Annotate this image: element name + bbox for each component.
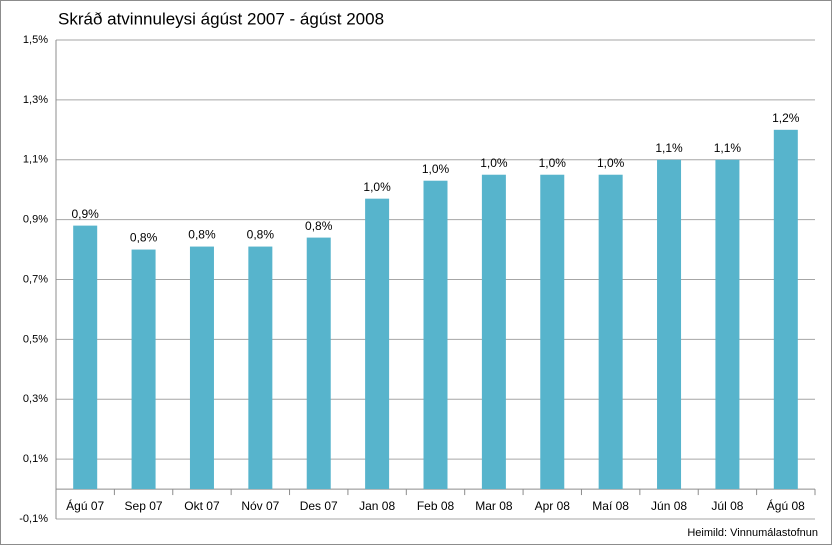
- data-label: 1,0%: [480, 156, 508, 170]
- data-label: 0,9%: [72, 207, 100, 221]
- y-tick-label: 0,3%: [23, 393, 48, 405]
- y-tick-label: 0,9%: [23, 214, 48, 226]
- bar: [248, 246, 273, 490]
- y-tick-label: 1,1%: [23, 154, 48, 166]
- x-tick-label: Jún 08: [651, 499, 687, 513]
- x-tick-label: Ágú 07: [66, 498, 104, 513]
- x-tick-label: Mar 08: [475, 499, 513, 513]
- data-label: 1,0%: [363, 180, 391, 194]
- y-tick-label: -0,1%: [19, 513, 48, 525]
- y-tick-label: 1,3%: [23, 94, 48, 106]
- data-label: 1,0%: [597, 156, 625, 170]
- bar: [715, 159, 740, 490]
- y-tick-label: 0,5%: [23, 333, 48, 345]
- x-tick-label: Apr 08: [535, 499, 571, 513]
- bar: [773, 129, 798, 490]
- data-label: 0,8%: [188, 228, 216, 242]
- bar: [73, 225, 98, 490]
- x-tick-label: Sep 07: [125, 499, 163, 513]
- source-note: Heimild: Vinnumálastofnun: [687, 527, 818, 539]
- bar: [423, 180, 448, 490]
- data-label: 0,8%: [305, 219, 333, 233]
- x-tick-label: Ágú 08: [767, 498, 805, 513]
- chart-title: Skráð atvinnuleysi ágúst 2007 - ágúst 20…: [58, 9, 384, 28]
- x-tick-label: Nóv 07: [241, 499, 279, 513]
- data-label: 1,0%: [539, 156, 567, 170]
- data-label: 0,8%: [130, 231, 158, 245]
- x-tick-label: Jan 08: [359, 499, 395, 513]
- bar: [365, 198, 390, 490]
- y-tick-label: 1,5%: [23, 34, 48, 46]
- data-label: 1,1%: [655, 141, 683, 155]
- y-tick-label: 0,1%: [23, 453, 48, 465]
- x-tick-label: Des 07: [300, 499, 338, 513]
- y-tick-label: 0,7%: [23, 273, 48, 285]
- bar: [657, 159, 682, 490]
- x-tick-label: Feb 08: [417, 499, 455, 513]
- data-label: 1,1%: [714, 141, 742, 155]
- x-tick-label: Júl 08: [711, 499, 743, 513]
- x-tick-label: Maí 08: [592, 499, 629, 513]
- x-tick-label: Okt 07: [184, 499, 220, 513]
- data-label: 0,8%: [247, 228, 275, 242]
- bar: [131, 249, 156, 490]
- bar: [481, 174, 506, 490]
- bar: [598, 174, 623, 490]
- bar: [540, 174, 565, 490]
- data-label: 1,2%: [772, 111, 800, 125]
- bar: [189, 246, 214, 490]
- data-label: 1,0%: [422, 162, 450, 176]
- bar: [306, 237, 331, 490]
